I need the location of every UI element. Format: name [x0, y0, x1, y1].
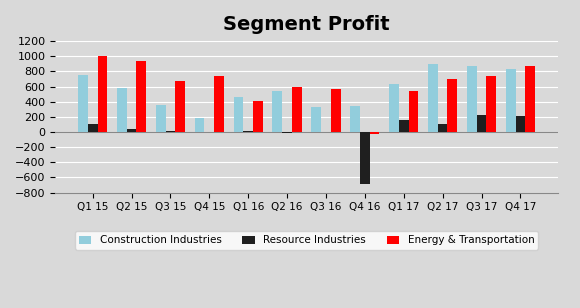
Bar	[360, 132, 369, 184]
Bar	[408, 91, 418, 132]
Bar	[311, 107, 321, 132]
Bar	[244, 131, 253, 132]
Bar	[467, 66, 477, 132]
Bar	[389, 84, 399, 132]
Bar	[253, 101, 263, 132]
Bar	[78, 75, 88, 132]
Bar	[525, 66, 535, 132]
Bar	[282, 132, 292, 133]
Title: Segment Profit: Segment Profit	[223, 15, 390, 34]
Bar	[136, 61, 146, 132]
Bar	[88, 124, 97, 132]
Bar	[156, 105, 165, 132]
Bar	[117, 88, 126, 132]
Bar	[428, 64, 438, 132]
Bar	[97, 56, 107, 132]
Bar	[399, 120, 408, 132]
Legend: Construction Industries, Resource Industries, Energy & Transportation: Construction Industries, Resource Indust…	[75, 231, 538, 249]
Bar	[350, 106, 360, 132]
Bar	[292, 87, 302, 132]
Bar	[273, 91, 282, 132]
Bar	[175, 80, 185, 132]
Bar	[477, 115, 487, 132]
Bar	[234, 97, 244, 132]
Bar	[331, 89, 340, 132]
Bar	[165, 131, 175, 132]
Bar	[487, 75, 496, 132]
Bar	[195, 118, 204, 132]
Bar	[126, 129, 136, 132]
Bar	[369, 132, 379, 134]
Bar	[516, 116, 525, 132]
Bar	[448, 79, 457, 132]
Bar	[438, 124, 448, 132]
Bar	[506, 69, 516, 132]
Bar	[214, 75, 224, 132]
